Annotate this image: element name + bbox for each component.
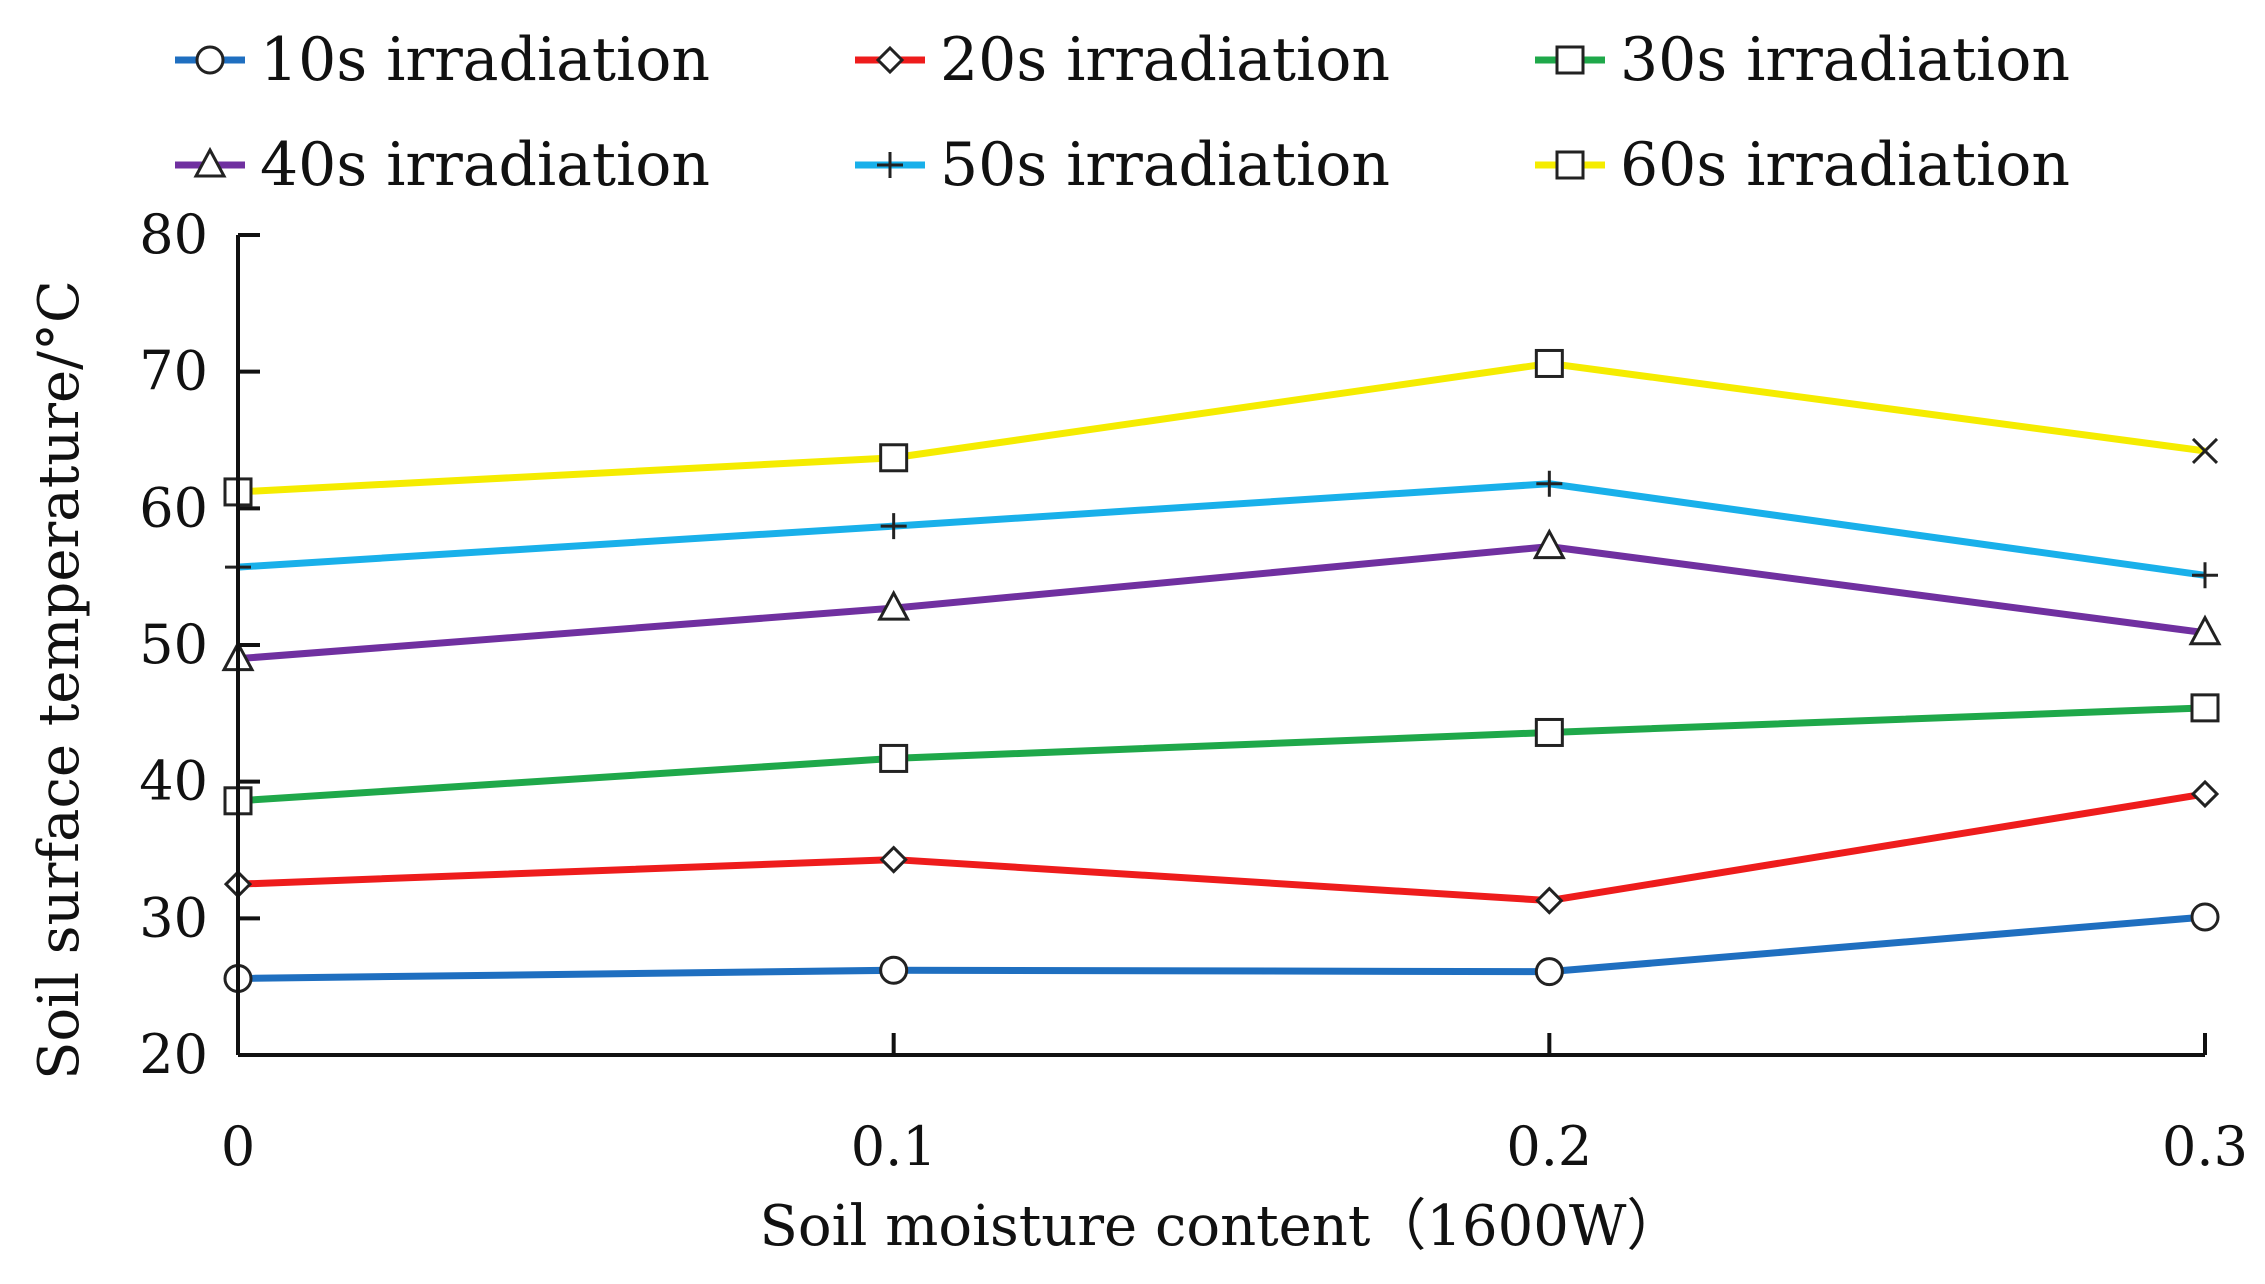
series-line-3 (237, 704, 2206, 805)
x-tick-label-0.1: 0.1 (851, 1115, 937, 1178)
series-line-6 (237, 359, 2206, 496)
legend-item-6: 60s irradiation (1535, 130, 2070, 200)
y-tick-label-60: 60 (139, 476, 208, 539)
series-line-4 (237, 543, 2206, 663)
legend-marker-4 (193, 146, 227, 178)
data-point-s1-1 (879, 955, 909, 985)
legend-marker-2 (875, 45, 905, 75)
data-point-s5-3 (2192, 562, 2218, 589)
y-tick-label-30: 30 (139, 886, 208, 949)
series-5 (225, 470, 2218, 589)
data-point-s2-1 (879, 845, 908, 874)
series-1 (223, 902, 2220, 993)
data-point-s6-3 (2191, 437, 2219, 464)
legend: 10s irradiation 20s irradiation 30s irradi… (175, 25, 2070, 200)
data-point-s5-1 (880, 513, 907, 540)
series-line-5 (237, 480, 2206, 579)
data-point-s3-2 (1534, 717, 1564, 747)
legend-marker-5 (877, 152, 903, 178)
legend-label-5: 50s irradiation (940, 130, 1390, 200)
data-point-s6-1 (879, 443, 909, 473)
data-point-s4-1 (877, 589, 911, 621)
data-point-s1-3 (2190, 902, 2220, 932)
y-ticks: 20 30 40 50 60 70 80 (139, 203, 260, 1086)
legend-item-2: 20s irradiation (855, 25, 1390, 95)
data-point-s2-2 (1535, 886, 1564, 915)
series-3 (223, 693, 2220, 816)
x-tick-label-0: 0 (221, 1115, 255, 1178)
legend-marker-6 (1555, 150, 1585, 180)
legend-label-2: 20s irradiation (940, 25, 1390, 95)
y-tick-label-70: 70 (139, 340, 208, 403)
y-tick-label-80: 80 (139, 203, 208, 266)
x-tick-label-0.3: 0.3 (2162, 1115, 2248, 1178)
legend-item-3: 30s irradiation (1535, 25, 2070, 95)
data-point-s2-3 (2190, 779, 2220, 809)
legend-item-5: 50s irradiation (855, 130, 1390, 200)
series-4 (221, 528, 2222, 672)
legend-item-1: 10s irradiation (175, 25, 710, 95)
legend-marker-3 (1555, 45, 1585, 75)
x-tick-label-0.2: 0.2 (1506, 1115, 1592, 1178)
legend-marker-1 (195, 45, 225, 75)
data-point-s4-2 (1532, 528, 1566, 560)
data-point-s4-3 (2188, 614, 2222, 646)
y-tick-label-20: 20 (139, 1023, 208, 1086)
series-line-2 (237, 790, 2206, 905)
y-tick-label-40: 40 (139, 750, 208, 813)
data-point-s1-2 (1534, 957, 1564, 987)
x-axis-title: Soil moisture content（1600W） (760, 1194, 1683, 1259)
y-tick-label-50: 50 (139, 613, 208, 676)
axes (236, 235, 2205, 1057)
series-2 (223, 779, 2220, 915)
legend-label-1: 10s irradiation (260, 25, 710, 95)
legend-label-4: 40s irradiation (260, 130, 710, 200)
x-ticks: 0 0.1 0.2 0.3 (221, 1033, 2248, 1178)
data-point-s6-2 (1534, 348, 1564, 378)
data-point-s3-1 (879, 743, 909, 773)
data-point-s5-2 (1536, 470, 1563, 497)
series-6 (223, 348, 2219, 507)
data-point-s3-3 (2190, 693, 2220, 723)
legend-label-3: 30s irradiation (1620, 25, 2070, 95)
series-line-1 (237, 913, 2206, 982)
legend-item-4: 40s irradiation (175, 130, 710, 200)
legend-label-6: 60s irradiation (1620, 130, 2070, 200)
y-axis-title: Soil surface temperature/°C (27, 280, 92, 1080)
series-layer (221, 348, 2222, 993)
